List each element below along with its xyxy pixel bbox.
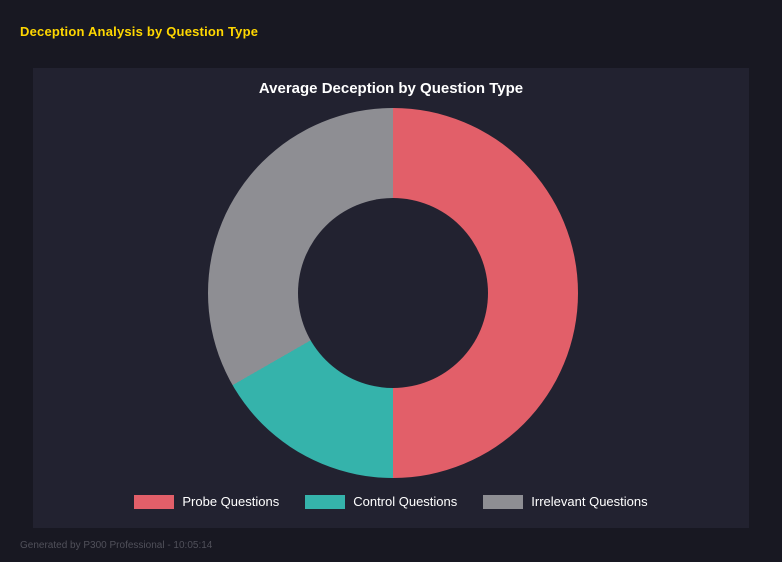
- footer-text: Generated by P300 Professional - 10:05:1…: [20, 540, 213, 551]
- donut-chart: [208, 108, 578, 478]
- legend-item-irrelevant[interactable]: Irrelevant Questions: [483, 494, 648, 509]
- chart-panel: Average Deception by Question Type Probe…: [33, 68, 749, 528]
- legend-swatch-probe: [134, 494, 175, 509]
- donut-hole: [298, 198, 488, 388]
- chart-title: Average Deception by Question Type: [258, 80, 524, 97]
- legend-swatch-irrelevant: [483, 494, 524, 509]
- chart-legend: Probe Questions Control Questions Irrele…: [33, 494, 749, 509]
- legend-item-probe[interactable]: Probe Questions: [134, 494, 279, 509]
- page-title: Deception Analysis by Question Type: [20, 24, 259, 39]
- legend-swatch-control: [305, 494, 346, 509]
- legend-item-control[interactable]: Control Questions: [305, 494, 457, 509]
- legend-label-irrelevant: Irrelevant Questions: [531, 494, 648, 509]
- legend-label-control: Control Questions: [353, 494, 458, 509]
- legend-label-probe: Probe Questions: [182, 494, 280, 509]
